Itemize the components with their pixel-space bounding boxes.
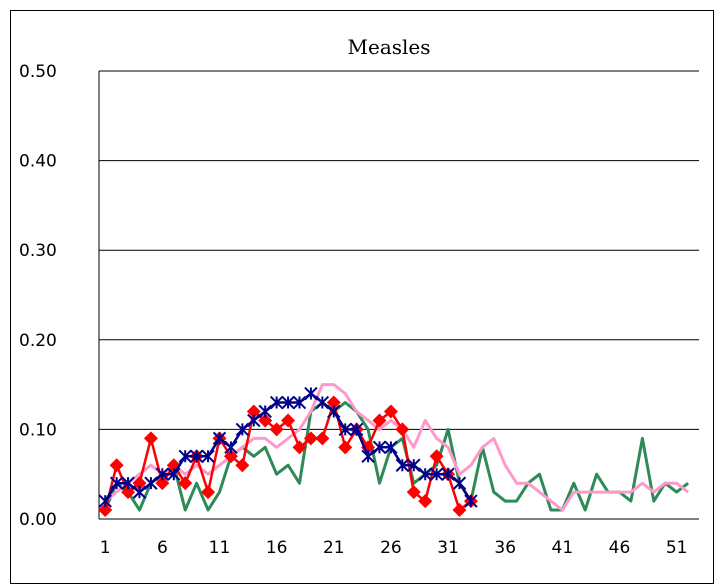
series-1-line [104, 383, 690, 512]
x-tick-label-2: 11 [209, 538, 231, 558]
series-3-point-30 [429, 467, 444, 481]
series-3-point-31 [441, 467, 455, 481]
series-3-point-27 [395, 458, 410, 472]
series-3-point-9 [189, 449, 204, 463]
series-2-point-6 [155, 476, 170, 491]
y-tick-label-5: 0.50 [19, 62, 57, 82]
x-axis: 1 6 11 16 21 26 31 36 41 46 51 [100, 538, 688, 558]
series-2-point-18 [292, 440, 307, 455]
series-2-point-3 [121, 485, 136, 500]
series-2-point-13 [235, 458, 250, 473]
series-3-point-25 [372, 440, 387, 455]
series-3-point-29 [418, 467, 432, 481]
series-2-point-26 [383, 404, 398, 419]
series-2-point-8 [178, 476, 193, 491]
series-3-point-15 [258, 404, 272, 419]
series-3-point-12 [224, 440, 238, 455]
series-3-point-26 [384, 440, 398, 455]
x-tick-label-0: 1 [100, 538, 111, 558]
series-3-point-20 [315, 395, 330, 410]
y-tick-label-3: 0.30 [19, 241, 57, 261]
series-2-point-16 [269, 422, 284, 437]
series-2-point-4 [132, 476, 147, 491]
x-tick-label-8: 41 [552, 538, 574, 558]
series-3-point-5 [144, 476, 158, 490]
series-2-point-29 [418, 494, 433, 509]
y-tick-label-2: 0.20 [19, 331, 57, 351]
y-tick-label-4: 0.40 [19, 152, 57, 172]
series-3-point-7 [167, 467, 181, 481]
plot-area [98, 383, 690, 518]
series-2-point-15 [258, 413, 273, 428]
x-tick-label-4: 21 [323, 538, 345, 558]
series-2-point-20 [315, 431, 330, 446]
series-3-point-23 [349, 422, 364, 437]
y-axis: 0.00 0.10 0.20 0.30 0.40 0.50 [19, 62, 100, 530]
x-tick-label-9: 46 [609, 538, 631, 558]
series-2-point-28 [406, 485, 421, 500]
series-3-point-6 [155, 467, 170, 481]
series-3-point-33 [464, 494, 478, 508]
chart-frame: Measles 0.00 0.10 0.20 0.30 0.40 0.50 1 6 11 16 2… [10, 10, 714, 584]
series-3-point-19 [304, 386, 318, 401]
chart-title: Measles [348, 35, 431, 59]
series-3-point-13 [235, 422, 250, 437]
y-tick-label-1: 0.10 [19, 420, 57, 440]
series-2-point-5 [143, 431, 158, 446]
series-3-point-32 [452, 476, 467, 490]
series-3-point-8 [178, 449, 192, 463]
series-2-point-1 [98, 503, 113, 518]
series-3-point-2 [109, 476, 124, 490]
series-2-point-32 [452, 503, 467, 518]
series-3-point-17 [281, 395, 295, 410]
series-2-point-2 [109, 458, 124, 473]
x-tick-label-1: 6 [157, 538, 168, 558]
series-2-point-27 [395, 422, 410, 437]
series-3-point-18 [292, 395, 307, 410]
series-3-point-16 [269, 395, 284, 410]
series-3-point-4 [132, 485, 147, 499]
series-3-point-3 [121, 476, 135, 490]
series-2-point-10 [201, 485, 216, 500]
series-2-point-19 [303, 431, 318, 446]
series-3-point-11 [212, 431, 227, 446]
series-2-point-22 [338, 440, 353, 455]
series-3-point-10 [201, 449, 215, 463]
series-2-point-21 [326, 395, 341, 410]
x-tick-label-10: 51 [666, 538, 688, 558]
series-2-point-30 [429, 449, 444, 464]
series-3-point-21 [327, 404, 341, 419]
series-2-point-14 [246, 404, 261, 419]
series-2-point-12 [223, 449, 238, 464]
x-tick-label-7: 36 [494, 538, 516, 558]
series-3-point-28 [407, 458, 421, 472]
measles-chart: Measles 0.000.100.200.300.400.50 1 6 11 16 2… [19, 35, 699, 558]
series-2-point-25 [372, 413, 387, 428]
series-3-point-24 [361, 449, 375, 463]
series-2-point-17 [281, 413, 296, 428]
series-3-point-1 [98, 494, 112, 508]
x-tick-label-6: 31 [437, 538, 459, 558]
gridlines [99, 70, 699, 520]
x-tick-label-3: 16 [266, 538, 288, 558]
x-tick-label-5: 26 [380, 538, 402, 558]
series-3-point-22 [338, 422, 352, 437]
y-tick-label-0: 0.00 [19, 510, 57, 530]
series-3-point-14 [247, 413, 261, 428]
